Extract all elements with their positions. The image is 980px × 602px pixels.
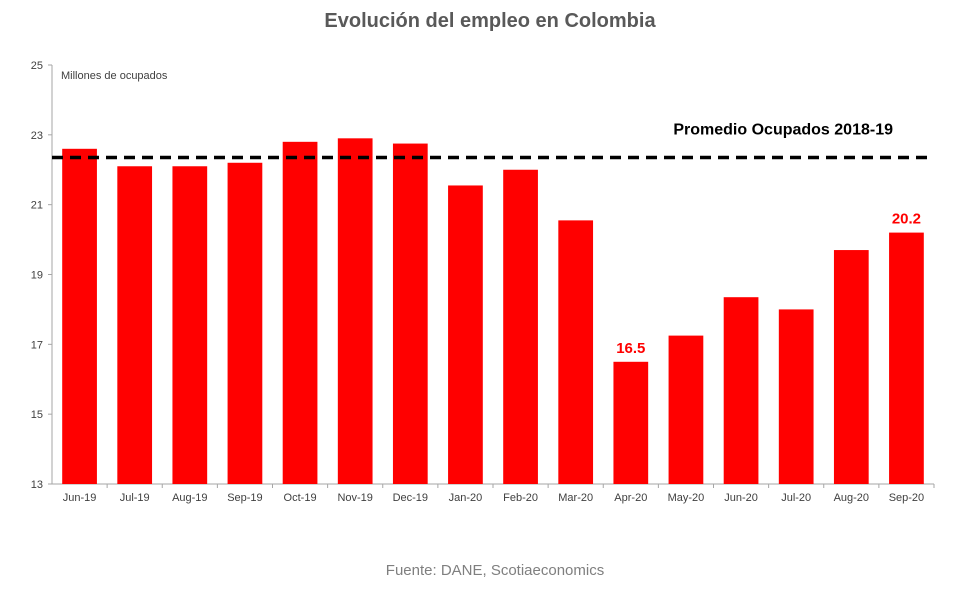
y-axis-label: Millones de ocupados [61, 70, 168, 82]
y-tick-label: 23 [31, 130, 43, 142]
bar-jul-19 [117, 166, 153, 484]
chart-title: Evolución del empleo en Colombia [324, 10, 656, 32]
x-tick-label: Oct-19 [284, 492, 317, 504]
chart-bars [62, 138, 924, 485]
bar-aug-19 [172, 166, 208, 484]
bar-oct-19 [282, 141, 318, 485]
data-label-apr-20: 16.5 [616, 340, 645, 357]
data-label-sep-20: 20.2 [892, 211, 921, 228]
y-tick-label: 21 [31, 200, 43, 212]
x-tick-label: Jun-20 [724, 492, 758, 504]
bar-jan-20 [448, 185, 483, 484]
reference-line-label: Promedio Ocupados 2018-19 [673, 122, 893, 139]
bar-may-20 [668, 335, 704, 484]
chart-labels: 16.5 20.2 Promedio Ocupados 2018-19 [52, 122, 934, 357]
bar-feb-20 [503, 169, 538, 484]
x-tick-label: Sep-19 [227, 492, 262, 504]
bar-sep-19 [227, 162, 263, 484]
x-tick-label: Jul-20 [781, 492, 811, 504]
x-tick-label: Aug-19 [172, 492, 207, 504]
bar-nov-19 [337, 138, 373, 484]
x-tick-label: May-20 [668, 492, 705, 504]
x-tick-label: Jul-19 [120, 492, 150, 504]
x-tick-label: Nov-19 [337, 492, 372, 504]
y-tick-label: 19 [31, 270, 43, 282]
y-tick-label: 15 [31, 409, 43, 421]
x-tick-label: Mar-20 [558, 492, 593, 504]
x-tick-label: Jun-19 [63, 492, 97, 504]
x-tick-label: Jan-20 [449, 492, 483, 504]
bar-apr-20 [613, 361, 649, 484]
bar-mar-20 [558, 220, 594, 485]
bar-sep-20 [889, 232, 924, 484]
y-tick-label: 13 [31, 479, 43, 491]
source-note: Fuente: DANE, Scotiaeconomics [385, 562, 605, 579]
y-tick-label: 25 [31, 60, 43, 72]
bar-jul-20 [778, 309, 814, 484]
bar-jun-19 [62, 148, 97, 485]
chart-axes: 13 15 17 19 21 23 25 Millones de ocupados Jun-19… [31, 60, 935, 504]
x-tick-label: Sep-20 [889, 492, 924, 504]
x-tick-label: Apr-20 [614, 492, 647, 504]
x-tick-label: Dec-19 [393, 492, 428, 504]
bar-dec-19 [392, 143, 428, 484]
bar-jun-20 [723, 297, 759, 484]
x-tick-label: Aug-20 [834, 492, 869, 504]
x-tick-label: Feb-20 [503, 492, 538, 504]
y-tick-label: 17 [31, 339, 43, 351]
bar-aug-20 [833, 250, 869, 484]
